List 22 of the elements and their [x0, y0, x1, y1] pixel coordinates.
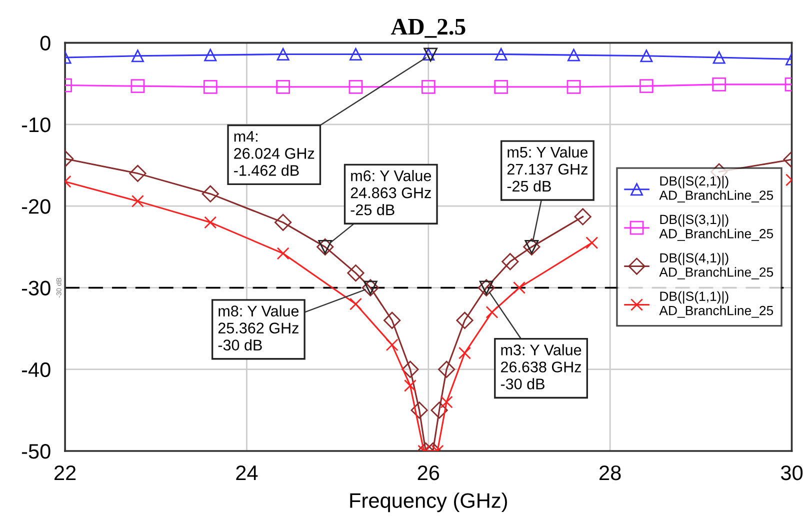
y-tick-label: -10	[22, 117, 50, 132]
annotation: m6: Y Value 24.863 GHz -25 dB	[350, 170, 431, 216]
legend-label: DB(|S(3,1)|) AD_BranchLine_25	[659, 214, 774, 241]
y-tick-label: -50	[22, 444, 50, 459]
legend-label: DB(|S(4,1)|) AD_BranchLine_25	[659, 252, 774, 280]
annotation: m3: Y Value 26.638 GHz -30 dB	[500, 344, 582, 390]
legend-label: DB(|S(1,1)|) AD_BranchLine_25	[659, 291, 774, 318]
legend-label: DB(|S(2,1)|) AD_BranchLine_25	[659, 176, 774, 202]
x-tick-label: 28	[600, 465, 621, 480]
x-tick-label: 22	[54, 465, 76, 480]
y-tick-label: -20	[22, 199, 50, 214]
annotation: m5: Y Value 27.137 GHz -25 dB	[507, 146, 588, 192]
y-tick-label: -30	[22, 280, 50, 296]
annotation: m8: Y Value 25.362 GHz -30 dB	[218, 305, 299, 351]
annotation: m4: 26.024 GHz -1.462 dB	[234, 131, 314, 176]
x-tick-label: 26	[418, 465, 440, 480]
y-tick-label: -40	[22, 362, 50, 378]
chart-title: AD_2.5	[390, 18, 466, 38]
y-tick-label: 0	[40, 36, 50, 51]
x-tick-label: 24	[236, 465, 258, 480]
x-tick-label: 30	[780, 465, 803, 480]
x-axis-title: Frequency (GHz)	[350, 492, 507, 512]
